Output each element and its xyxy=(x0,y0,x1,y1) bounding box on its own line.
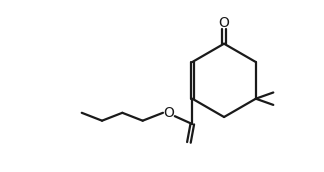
Text: O: O xyxy=(164,106,175,120)
Text: O: O xyxy=(219,16,229,30)
